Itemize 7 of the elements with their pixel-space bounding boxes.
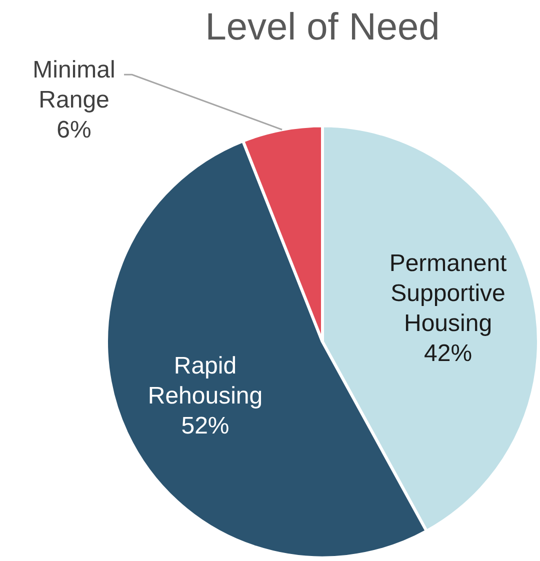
slice-label: Permanent Supportive Housing (389, 250, 508, 338)
slice-label: Rapid Rehousing (148, 352, 263, 410)
data-label: 6% (56, 116, 92, 144)
data-label: 52% (181, 412, 230, 440)
chart-title: Level of Need (205, 6, 440, 48)
data-label: 42% (424, 340, 472, 368)
slice-label: Minimal Range (32, 56, 116, 114)
